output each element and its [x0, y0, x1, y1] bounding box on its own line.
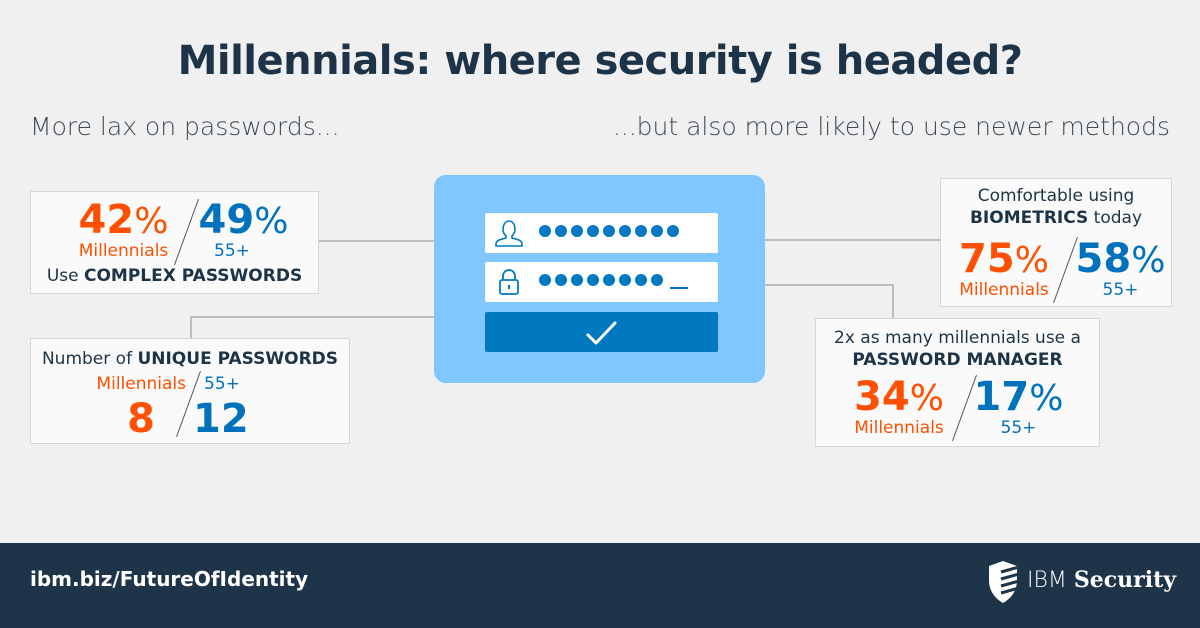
- millennials-label: Millennials: [854, 418, 944, 438]
- millennials-value: 75: [959, 236, 1015, 282]
- mask-dot: [539, 274, 551, 286]
- mask-dot: [603, 274, 615, 286]
- footer: ibm.biz/FutureOfIdentity IBM Security: [0, 543, 1200, 628]
- age-55-value: 17: [973, 374, 1030, 420]
- mask-dot: [587, 225, 599, 237]
- percent-sign: %: [1131, 240, 1166, 281]
- password-dots: [539, 274, 663, 286]
- login-illustration: [434, 175, 765, 383]
- connector: [190, 316, 434, 318]
- age-55-label: 55+: [1000, 418, 1037, 438]
- footer-link[interactable]: ibm.biz/FutureOfIdentity: [30, 567, 309, 591]
- percent-sign: %: [1029, 378, 1064, 419]
- left-subtitle: More lax on passwords...: [30, 112, 340, 141]
- mask-dot: [555, 274, 567, 286]
- millennials-value: 8: [127, 396, 155, 442]
- password-manager-card: 2x as many millennials use a PASSWORD MAN…: [815, 318, 1100, 447]
- text-cursor: [670, 287, 688, 289]
- brand-security: Security: [1073, 567, 1177, 593]
- caption-bold: UNIQUE PASSWORDS: [137, 349, 339, 369]
- millennials-label: Millennials: [959, 280, 1049, 300]
- lock-icon: [499, 269, 519, 295]
- unique-passwords-card: Number of UNIQUE PASSWORDS Millennials 5…: [30, 338, 350, 444]
- percent-sign: %: [1014, 240, 1049, 281]
- brand-logo: IBM Security: [1027, 567, 1176, 593]
- connector: [765, 284, 893, 286]
- shield-icon: [989, 561, 1019, 603]
- caption-bold: PASSWORD MANAGER: [852, 350, 1063, 370]
- page-title: Millennials: where security is headed?: [177, 38, 1023, 84]
- caption: Use: [46, 266, 84, 286]
- percent-sign: %: [909, 378, 944, 419]
- age-55-value: 58: [1075, 236, 1132, 282]
- percent-sign: %: [254, 201, 289, 242]
- mask-dot: [619, 274, 631, 286]
- caption: Comfortable using: [977, 186, 1135, 206]
- brand-ibm: IBM: [1027, 568, 1074, 593]
- mask-dot: [635, 274, 647, 286]
- username-dots: [539, 225, 679, 237]
- millennials-label: Millennials: [96, 374, 186, 394]
- mask-dot: [635, 225, 647, 237]
- caption-bold: BIOMETRICS: [969, 208, 1089, 228]
- mask-dot: [539, 225, 551, 237]
- right-subtitle: ...but also more likely to use newer met…: [612, 112, 1170, 141]
- age-55-label: 55+: [214, 241, 250, 261]
- age-55-label: 55+: [1102, 280, 1139, 300]
- age-55-value: 49: [198, 197, 255, 243]
- caption: Number of: [41, 349, 138, 369]
- username-field: [485, 213, 718, 253]
- mask-dot: [667, 225, 679, 237]
- mask-dot: [555, 225, 567, 237]
- millennials-value: 34: [854, 374, 910, 420]
- millennials-value: 42: [78, 197, 135, 243]
- complex-passwords-card: 42% Millennials 49% 55+ Use COMPLEX PASSWO…: [30, 191, 319, 294]
- connector: [765, 239, 940, 241]
- biometrics-card: Comfortable using BIOMETRICS today 75% Mil…: [940, 178, 1172, 307]
- user-icon: [495, 220, 523, 247]
- connector: [190, 316, 192, 346]
- password-field: [485, 262, 718, 302]
- caption: today: [1088, 208, 1143, 228]
- millennials-label: Millennials: [78, 241, 169, 261]
- mask-dot: [651, 225, 663, 237]
- submit-button: [485, 312, 718, 352]
- age-55-value: 12: [193, 396, 249, 442]
- checkmark-icon: [586, 321, 617, 345]
- age-55-label: 55+: [204, 374, 240, 394]
- mask-dot: [619, 225, 631, 237]
- caption: 2x as many millennials use a: [834, 328, 1081, 348]
- caption-bold: COMPLEX PASSWORDS: [83, 266, 303, 286]
- mask-dot: [571, 225, 583, 237]
- mask-dot: [603, 225, 615, 237]
- mask-dot: [651, 274, 663, 286]
- mask-dot: [571, 274, 583, 286]
- connector: [892, 284, 894, 318]
- mask-dot: [587, 274, 599, 286]
- percent-sign: %: [134, 201, 169, 242]
- connector: [318, 240, 434, 242]
